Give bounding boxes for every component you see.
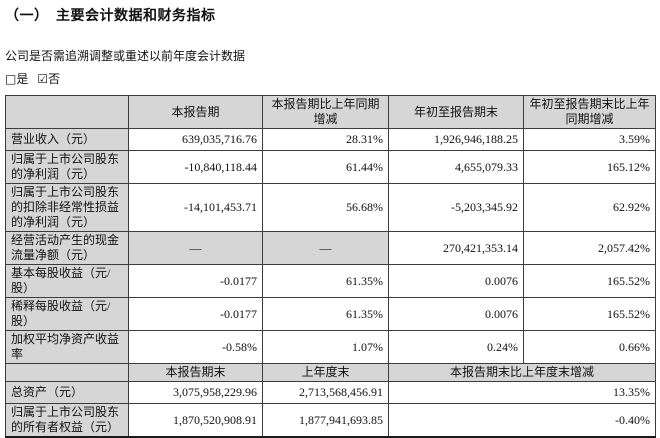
cell-value: 270,421,353.14 [388, 231, 524, 265]
cell-value-dash: — [262, 231, 389, 265]
cell-value: 165.12% [523, 150, 656, 184]
cell-value: 0.66% [523, 330, 656, 364]
cell-value: 2,057.42% [523, 231, 656, 265]
table-row-net-profit-excl-nonrecurring: 归属于上市公司股东的扣除非经常性损益的净利润（元） -14,101,453.71… [5, 183, 656, 232]
table-row-revenue: 营业收入（元） 639,035,716.76 28.31% 1,926,946,… [5, 128, 656, 151]
table-row-diluted-eps: 稀释每股收益（元/股） -0.0177 61.35% 0.0076 165.52… [5, 297, 656, 331]
cell-value: 1,877,941,693.85 [262, 403, 389, 438]
cell-value: 2,713,568,456.91 [262, 381, 389, 404]
table-row-weighted-avg-roe: 加权平均净资产收益率 -0.58% 1.07% 0.24% 0.66% [5, 330, 656, 364]
checkbox-checked-icon: ☑ [37, 72, 49, 86]
cell-value: 3,075,958,229.96 [128, 381, 263, 404]
cell-value: -0.58% [128, 330, 263, 364]
cell-value: 56.68% [262, 183, 389, 232]
table-row-net-profit: 归属于上市公司股东的净利润（元） -10,840,118.44 61.44% 4… [5, 150, 656, 184]
section1-header-row: 本报告期 本报告期比上年同期增减 年初至报告期末 年初至报告期末比上年同期增减 [5, 95, 656, 129]
cell-value: 165.52% [523, 264, 656, 298]
cell-value: -14,101,453.71 [128, 183, 263, 232]
checkbox-no-label: 否 [48, 72, 61, 86]
table-row-operating-cash-flow: 经营活动产生的现金流量净额（元） — — 270,421,353.14 2,05… [5, 231, 656, 265]
col-header-current-period: 本报告期 [128, 95, 263, 129]
cell-value: 3.59% [523, 128, 656, 151]
row-label: 归属于上市公司股东的所有者权益（元） [5, 403, 129, 438]
cell-value: 13.35% [388, 381, 656, 404]
cell-value: 639,035,716.76 [128, 128, 263, 151]
row-label: 总资产（元） [5, 381, 129, 404]
col-header-change-vs-prior-year-end: 本报告期末比上年度末增减 [388, 363, 656, 382]
cell-value: 0.0076 [388, 264, 524, 298]
cell-value-dash: — [128, 231, 263, 265]
cell-value: 1,926,946,188.25 [388, 128, 524, 151]
cell-value: 61.44% [262, 150, 389, 184]
cell-value: 165.52% [523, 297, 656, 331]
checkbox-unchecked-icon: □ [5, 72, 17, 86]
question-text: 公司是否需追溯调整或重述以前年度会计数据 [5, 49, 246, 63]
corner-cell [5, 363, 129, 382]
table-row-basic-eps: 基本每股收益（元/股） -0.0177 61.35% 0.0076 165.52… [5, 264, 656, 298]
checkbox-yes-label: 是 [16, 72, 29, 86]
cell-value: 61.35% [262, 264, 389, 298]
cell-value: -0.0177 [128, 297, 263, 331]
cell-value: 0.24% [388, 330, 524, 364]
table-row-total-assets: 总资产（元） 3,075,958,229.96 2,713,568,456.91… [5, 381, 656, 404]
cell-value: 1,870,520,908.91 [128, 403, 263, 438]
checkbox-no: ☑否 [37, 72, 60, 86]
cell-value: -0.0177 [128, 264, 263, 298]
col-header-ytd-yoy-change: 年初至报告期末比上年同期增减 [523, 95, 656, 129]
col-header-ytd: 年初至报告期末 [388, 95, 524, 129]
cell-value: 1.07% [262, 330, 389, 364]
financial-indicators-table: 本报告期 本报告期比上年同期增减 年初至报告期末 年初至报告期末比上年同期增减 … [5, 95, 656, 438]
row-label: 稀释每股收益（元/股） [5, 297, 129, 331]
cell-value: -0.40% [388, 403, 656, 438]
row-label: 加权平均净资产收益率 [5, 330, 129, 364]
col-header-end-of-period: 本报告期末 [128, 363, 263, 382]
cell-value: 62.92% [523, 183, 656, 232]
table-row-equity-attributable-to-shareholders: 归属于上市公司股东的所有者权益（元） 1,870,520,908.91 1,87… [5, 403, 656, 438]
row-label: 经营活动产生的现金流量净额（元） [5, 231, 129, 265]
corner-cell [5, 95, 129, 129]
page-title: （一） 主要会计数据和财务指标 [5, 9, 216, 24]
cell-value: 4,655,079.33 [388, 150, 524, 184]
col-header-period-yoy-change: 本报告期比上年同期增减 [262, 95, 389, 129]
cell-value: 0.0076 [388, 297, 524, 331]
col-header-end-of-prior-year: 上年度末 [262, 363, 389, 382]
cell-value: -5,203,345.92 [388, 183, 524, 232]
cell-value: 28.31% [262, 128, 389, 151]
section2-header-row: 本报告期末 上年度末 本报告期末比上年度末增减 [5, 363, 656, 382]
checkbox-yes: □是 [5, 72, 28, 86]
row-label: 营业收入（元） [5, 128, 129, 151]
checkbox-row: □是 ☑否 [5, 72, 655, 86]
row-label: 归属于上市公司股东的净利润（元） [5, 150, 129, 184]
cell-value: 61.35% [262, 297, 389, 331]
row-label: 归属于上市公司股东的扣除非经常性损益的净利润（元） [5, 183, 129, 232]
cell-value: -10,840,118.44 [128, 150, 263, 184]
row-label: 基本每股收益（元/股） [5, 264, 129, 298]
